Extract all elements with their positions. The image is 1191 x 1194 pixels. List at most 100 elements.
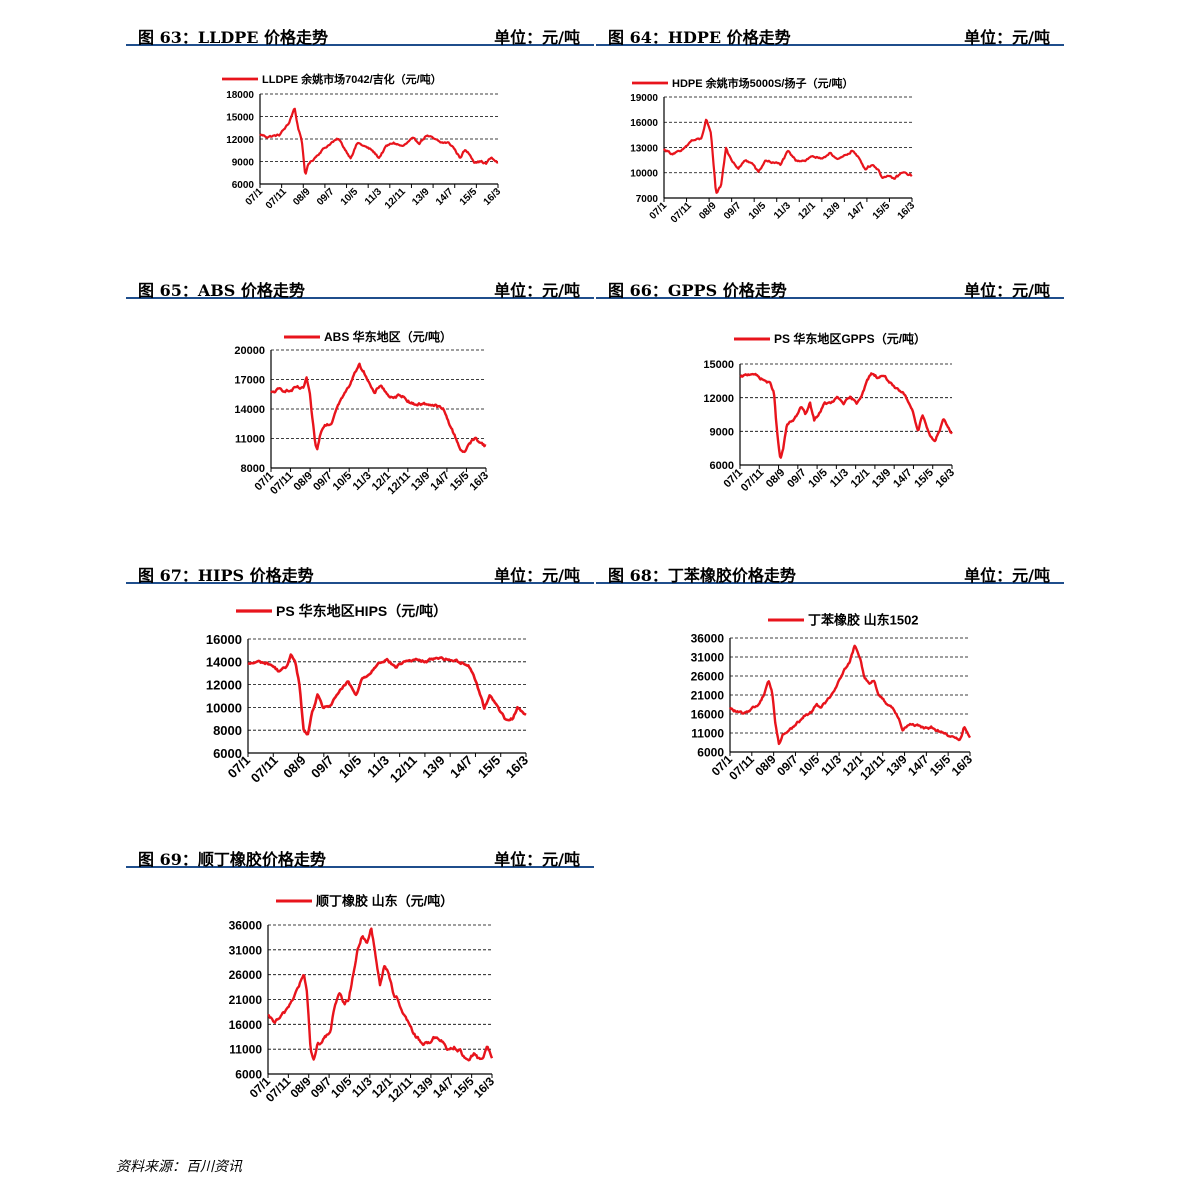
legend-label: HDPE 余姚市场5000S/扬子（元/吨） [672, 76, 854, 90]
legend-label: PS 华东地区HIPS（元/吨） [276, 603, 447, 619]
x-tick-label: 16/3 [503, 753, 532, 782]
y-tick-label: 8000 [241, 463, 265, 475]
y-tick-label: 13000 [630, 143, 658, 154]
y-tick-label: 12000 [206, 678, 242, 693]
y-tick-label: 21000 [691, 689, 725, 703]
x-tick-label: 10/5 [339, 186, 361, 208]
x-tick-label: 10/5 [331, 470, 355, 494]
y-tick-label: 18000 [226, 90, 254, 101]
legend-label: LLDPE 余姚市场7042/吉化（元/吨） [262, 72, 442, 86]
figure-header: 图 63：LLDPE 价格走势 单位：元/吨 [126, 10, 594, 47]
x-tick-label: 11/3 [828, 467, 851, 490]
x-tick-label: 08/9 [697, 200, 719, 222]
y-tick-label: 9000 [710, 427, 734, 439]
y-tick-label: 16000 [630, 118, 658, 129]
y-tick-label: 10000 [630, 169, 658, 180]
series-line [728, 644, 972, 746]
x-tick-label: 09/7 [311, 470, 335, 494]
y-tick-label: 12000 [703, 393, 734, 405]
y-tick-label: 6000 [710, 460, 734, 472]
y-tick-label: 31000 [691, 651, 725, 665]
y-tick-label: 26000 [691, 670, 725, 684]
x-tick-label: 13/9 [821, 200, 843, 222]
x-tick-label: 09/7 [308, 753, 337, 782]
figure-header: 图 68：丁苯橡胶价格走势 单位：元/吨 [596, 548, 1064, 585]
y-tick-label: 17000 [234, 375, 265, 387]
x-tick-label: 12/11 [385, 470, 413, 498]
x-tick-label: 12/11 [383, 186, 408, 211]
x-tick-label: 12/1 [796, 200, 818, 222]
figure-65-panel: 图 65：ABS 价格走势 单位：元/吨 8000 11000 14000 17000… [126, 263, 594, 523]
x-tick-label: 09/7 [774, 752, 801, 779]
x-tick-label: 14/7 [846, 200, 868, 222]
x-tick-label: 09/7 [722, 200, 744, 222]
unit-label: 单位：元/吨 [494, 281, 580, 300]
series-line [267, 927, 494, 1062]
sbr-price-chart: 600011000160002100026000310003600007/107… [691, 613, 976, 783]
x-tick-label: 16/3 [467, 470, 491, 494]
x-tick-label: 16/3 [933, 467, 957, 491]
x-tick-label: 15/5 [458, 186, 480, 208]
x-tick-label: 12/11 [387, 753, 420, 786]
x-tick-label: 10/5 [747, 200, 769, 222]
y-tick-label: 6000 [235, 1068, 262, 1082]
y-tick-label: 14000 [206, 655, 242, 670]
unit-label: 单位：元/吨 [494, 850, 580, 869]
figure-header: 图 67：HIPS 价格走势 单位：元/吨 [126, 548, 594, 585]
unit-label: 单位：元/吨 [964, 28, 1050, 47]
unit-label: 单位：元/吨 [494, 566, 580, 585]
x-tick-label: 08/9 [292, 470, 316, 494]
legend-label: PS 华东地区GPPS（元/吨） [774, 331, 926, 346]
x-tick-label: 16/3 [482, 186, 504, 208]
x-tick-label: 13/9 [419, 753, 448, 782]
figure-68-panel: 图 68：丁苯橡胶价格走势 单位：元/吨 6000 11000 16000 21000… [596, 548, 1064, 810]
unit-label: 单位：元/吨 [494, 28, 580, 47]
y-tick-label: 36000 [229, 919, 263, 933]
y-tick-label: 11000 [229, 1043, 262, 1057]
x-tick-label: 10/5 [806, 467, 830, 491]
series-line [270, 362, 487, 454]
y-tick-label: 15000 [703, 359, 734, 371]
x-tick-label: 11/3 [351, 470, 374, 493]
x-tick-label: 13/9 [883, 752, 910, 779]
figure-header: 图 69：顺丁橡胶价格走势 单位：元/吨 [126, 832, 594, 869]
y-tick-label: 16000 [691, 708, 725, 722]
y-tick-label: 36000 [691, 632, 725, 646]
y-tick-label: 26000 [229, 968, 263, 982]
x-tick-label: 15/5 [475, 753, 504, 782]
x-tick-label: 15/5 [448, 470, 472, 494]
legend-label: 丁苯橡胶 山东1502 [808, 613, 919, 628]
series-line [739, 372, 953, 459]
figure-title: 图 69：顺丁橡胶价格走势 [138, 850, 326, 869]
x-tick-label: 11/3 [363, 186, 384, 207]
br-price-chart: 600011000160002100026000310003600007/107… [229, 894, 498, 1105]
figure-title: 图 67：HIPS 价格走势 [138, 566, 314, 585]
figure-title: 图 68：丁苯橡胶价格走势 [608, 566, 796, 585]
figure-header: 图 65：ABS 价格走势 单位：元/吨 [126, 263, 594, 300]
x-tick-label: 12/1 [849, 467, 873, 491]
series-line [663, 118, 913, 194]
y-tick-label: 31000 [229, 943, 263, 957]
y-tick-label: 6000 [213, 746, 242, 761]
legend-label: 顺丁橡胶 山东（元/吨） [316, 894, 453, 909]
y-tick-label: 15000 [226, 112, 254, 123]
y-tick-label: 19000 [630, 93, 658, 104]
abs-price-chart: 80001100014000170002000007/107/1108/909/… [234, 329, 491, 498]
figure-header: 图 66：GPPS 价格走势 单位：元/吨 [596, 263, 1064, 300]
series-line [247, 653, 527, 736]
x-tick-label: 10/5 [796, 752, 823, 779]
x-tick-label: 15/5 [871, 200, 893, 222]
y-tick-label: 10000 [206, 700, 242, 715]
x-tick-label: 14/7 [434, 186, 456, 208]
series-line [259, 107, 499, 175]
x-tick-label: 13/9 [870, 467, 894, 491]
y-tick-label: 6000 [232, 180, 255, 191]
y-tick-label: 6000 [697, 746, 724, 760]
y-tick-label: 21000 [229, 993, 263, 1007]
figure-63-panel: 图 63：LLDPE 价格走势 单位：元/吨 6000 9000 12000 1500… [126, 10, 594, 250]
x-tick-label: 13/9 [409, 470, 433, 494]
figure-title: 图 64：HDPE 价格走势 [608, 28, 791, 47]
figure-66-panel: 图 66：GPPS 价格走势 单位：元/吨 6000 9000 12000 15000… [596, 263, 1064, 523]
